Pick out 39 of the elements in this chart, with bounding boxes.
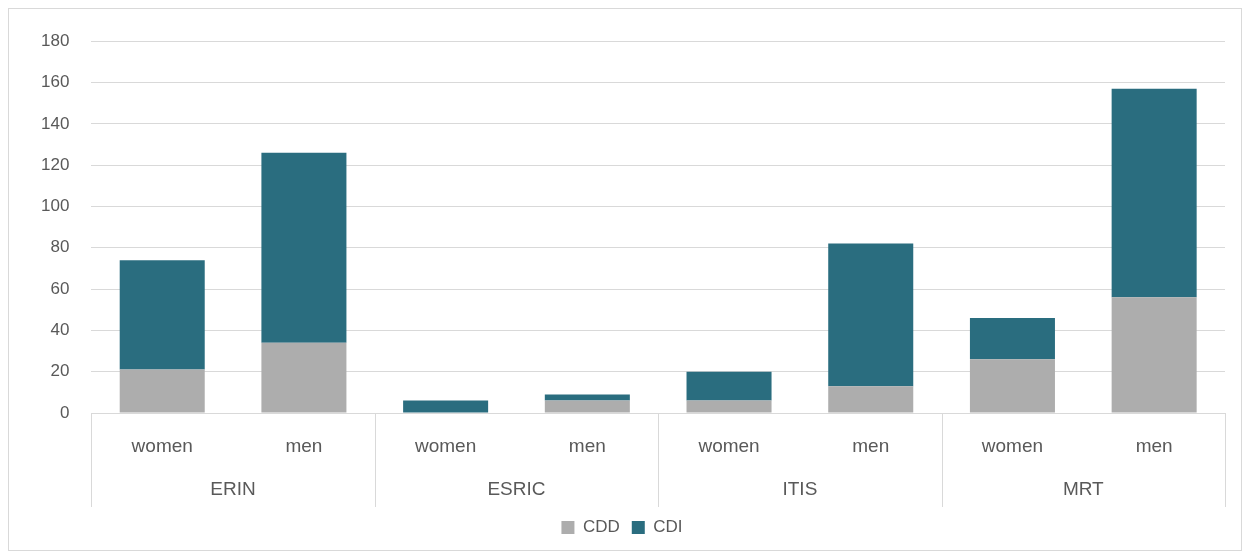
y-tick-label: 160 xyxy=(40,72,70,92)
bar xyxy=(403,400,489,413)
y-tick-label: 20 xyxy=(50,361,70,381)
bar xyxy=(261,342,347,413)
bar xyxy=(544,394,630,401)
text: ITIS xyxy=(782,478,818,500)
bar xyxy=(119,369,205,413)
x-tick-label: women xyxy=(414,434,477,456)
legend-label: CDI xyxy=(653,517,683,537)
legend-label: CDD xyxy=(582,517,620,537)
y-tick-label: 120 xyxy=(40,154,70,174)
bar xyxy=(686,400,772,413)
bar xyxy=(828,386,914,413)
text: ESRIC xyxy=(487,478,546,500)
bar xyxy=(1111,88,1197,298)
y-tick-label: 40 xyxy=(50,320,70,340)
x-tick-label: men xyxy=(1135,434,1173,456)
bar xyxy=(119,260,205,370)
x-tick-label: women xyxy=(130,434,193,456)
bar xyxy=(969,359,1055,413)
y-tick-label: 60 xyxy=(50,278,70,298)
y-tick-label: 80 xyxy=(50,237,70,257)
y-tick-label: 140 xyxy=(40,113,70,133)
y-tick-label: 100 xyxy=(40,196,70,216)
text: MRT xyxy=(1062,478,1105,500)
x-tick-label: men xyxy=(285,434,323,456)
bar xyxy=(828,243,914,387)
y-tick-label: 180 xyxy=(40,30,70,50)
bar xyxy=(969,317,1055,360)
bar xyxy=(1111,297,1197,413)
x-tick-label: women xyxy=(697,434,760,456)
text: ERIN xyxy=(210,478,256,500)
bar xyxy=(544,400,630,413)
x-tick-label: men xyxy=(852,434,890,456)
y-tick-label: 0 xyxy=(59,402,70,422)
x-tick-label: men xyxy=(568,434,606,456)
bar xyxy=(686,371,772,401)
bar xyxy=(261,152,347,343)
x-tick-label: women xyxy=(980,434,1044,456)
